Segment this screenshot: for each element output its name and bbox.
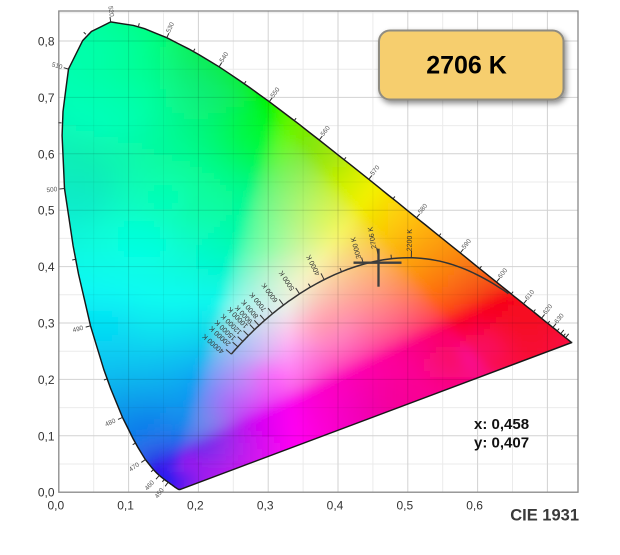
svg-text:0,6: 0,6	[466, 499, 483, 513]
svg-text:0,4: 0,4	[327, 499, 344, 513]
svg-text:0,0: 0,0	[38, 486, 55, 500]
svg-text:2706 K: 2706 K	[426, 52, 507, 80]
svg-text:520: 520	[106, 6, 114, 18]
svg-text:0,8: 0,8	[38, 35, 55, 49]
svg-text:x: 0,458: x: 0,458	[474, 416, 529, 433]
svg-text:0,1: 0,1	[38, 429, 55, 443]
svg-text:2200 K: 2200 K	[407, 229, 414, 252]
svg-text:0,4: 0,4	[38, 260, 55, 274]
svg-text:0,3: 0,3	[38, 317, 55, 331]
svg-text:0,7: 0,7	[38, 91, 55, 105]
svg-text:0,1: 0,1	[117, 499, 134, 513]
svg-text:500: 500	[46, 186, 58, 194]
svg-text:0,6: 0,6	[38, 147, 55, 161]
svg-text:y: 0,407: y: 0,407	[474, 435, 529, 452]
svg-text:CIE 1931: CIE 1931	[510, 507, 579, 525]
svg-text:0,3: 0,3	[257, 499, 274, 513]
svg-text:0,5: 0,5	[38, 204, 55, 218]
svg-text:0,2: 0,2	[38, 373, 55, 387]
svg-text:0,0: 0,0	[47, 499, 64, 513]
svg-text:0,5: 0,5	[396, 499, 413, 513]
svg-text:0,2: 0,2	[187, 499, 204, 513]
